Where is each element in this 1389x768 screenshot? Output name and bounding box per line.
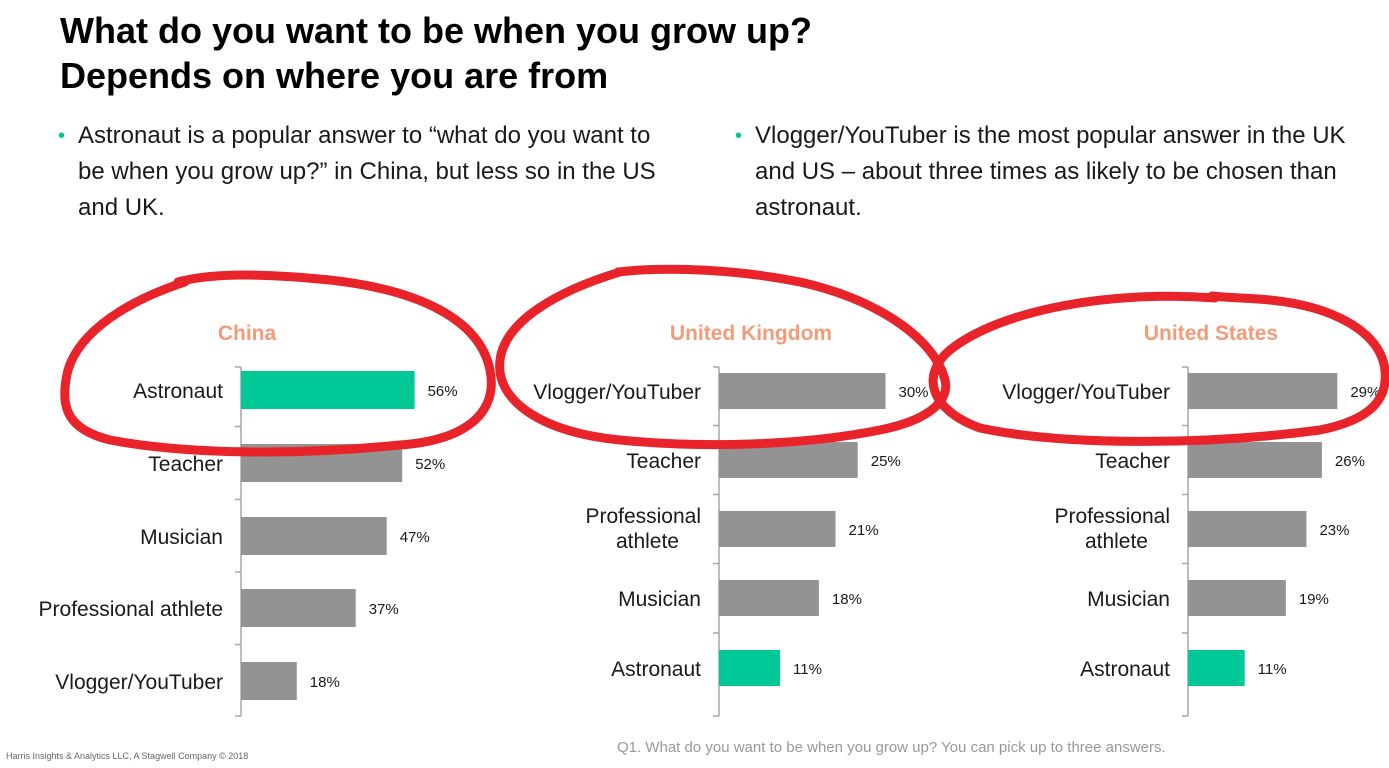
bar — [719, 373, 886, 409]
data-label: 18% — [310, 674, 340, 691]
data-label: 30% — [899, 384, 929, 401]
bar — [719, 650, 781, 686]
chart-title: United States — [1144, 322, 1278, 345]
bullet-marker: • — [58, 125, 66, 147]
category-label: Professional athlete — [585, 505, 701, 553]
category-label: Teacher — [1095, 450, 1170, 473]
category-label: Teacher — [626, 450, 701, 473]
bar — [1188, 442, 1322, 478]
category-label: Musician — [618, 588, 701, 611]
bullet-right: • Vlogger/YouTuber is the most popular a… — [735, 118, 1365, 226]
category-label: Astronaut — [611, 658, 701, 681]
data-label: 19% — [1299, 591, 1329, 608]
bar — [241, 662, 297, 700]
category-label: Musician — [1087, 588, 1170, 611]
category-label: Vlogger/YouTuber — [533, 381, 701, 404]
bar — [1188, 650, 1245, 686]
bar — [241, 517, 387, 555]
data-label: 26% — [1335, 453, 1365, 470]
bar — [241, 371, 415, 409]
bar — [719, 442, 858, 478]
data-label: 47% — [400, 529, 430, 546]
bar — [719, 511, 836, 547]
bullet-marker: • — [735, 125, 743, 147]
category-label: Professional athlete — [1054, 505, 1170, 553]
bar — [1188, 373, 1338, 409]
chart-title: United Kingdom — [670, 322, 832, 345]
data-label: 11% — [1258, 661, 1287, 678]
category-label: Vlogger/YouTuber — [55, 671, 223, 694]
bar — [719, 580, 819, 616]
data-label: 56% — [428, 383, 458, 400]
bar — [1188, 580, 1286, 616]
bullet-left: • Astronaut is a popular answer to “what… — [58, 118, 678, 226]
data-label: 21% — [849, 522, 879, 539]
category-label: Astronaut — [133, 380, 223, 403]
bar — [241, 589, 356, 627]
data-label: 25% — [871, 453, 901, 470]
footer-question-note: Q1. What do you want to be when you grow… — [617, 739, 1166, 756]
category-label: Vlogger/YouTuber — [1002, 381, 1170, 404]
bar — [1188, 511, 1307, 547]
footer-copyright: Harris Insights & Analytics LLC, A Stagw… — [6, 751, 249, 761]
data-label: 37% — [369, 601, 399, 618]
bar — [241, 444, 403, 482]
chart-title: China — [218, 322, 277, 345]
data-label: 29% — [1350, 384, 1380, 401]
category-label: Astronaut — [1080, 658, 1170, 681]
category-label: Musician — [140, 526, 223, 549]
data-label: 23% — [1319, 522, 1349, 539]
bullet-left-text: Astronaut is a popular answer to “what d… — [78, 122, 656, 221]
data-label: 18% — [832, 591, 862, 608]
data-label: 11% — [793, 661, 822, 678]
data-label: 52% — [415, 456, 445, 473]
page-title: What do you want to be when you grow up?… — [60, 10, 812, 96]
bullet-right-text: Vlogger/YouTuber is the most popular ans… — [755, 122, 1346, 221]
category-label: Teacher — [148, 453, 223, 476]
category-label: Professional athlete — [39, 598, 223, 621]
